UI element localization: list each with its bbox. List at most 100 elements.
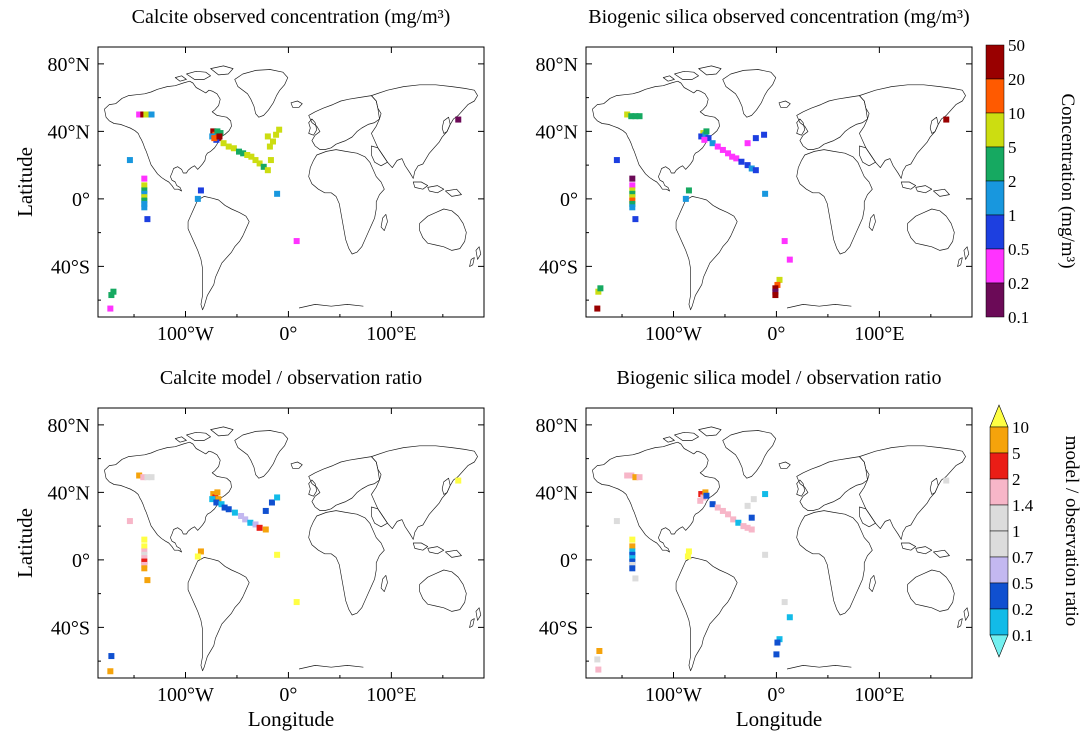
data-point bbox=[276, 126, 283, 133]
data-point bbox=[262, 507, 269, 514]
data-point bbox=[714, 143, 721, 150]
data-point bbox=[773, 651, 780, 658]
data-point bbox=[218, 501, 225, 508]
data-point bbox=[126, 157, 133, 164]
y-tick-label: 40°S bbox=[51, 617, 90, 639]
data-point bbox=[776, 276, 783, 283]
data-point bbox=[730, 516, 737, 523]
data-point bbox=[148, 474, 155, 481]
data-point bbox=[210, 491, 217, 498]
data-point bbox=[697, 497, 704, 504]
data-point bbox=[236, 148, 243, 155]
data-point bbox=[636, 474, 643, 481]
data-point bbox=[729, 153, 736, 160]
data-point bbox=[628, 113, 635, 120]
y-tick-label: 80°N bbox=[536, 54, 578, 76]
data-point bbox=[629, 555, 636, 562]
x-tick-label: 100°W bbox=[645, 323, 702, 345]
data-point bbox=[744, 502, 751, 509]
colorbar-segment bbox=[989, 608, 1009, 636]
data-point bbox=[772, 285, 779, 292]
colorbar-tick-label: 50 bbox=[1008, 36, 1025, 55]
colorbar-segment bbox=[985, 282, 1005, 318]
data-point bbox=[141, 200, 148, 207]
data-point bbox=[774, 281, 781, 288]
data-point bbox=[141, 197, 148, 204]
colorbar-concentration: 50 20 10 5 2 1 0.5 0.2 0.1 Concentration (mg/m³) bbox=[985, 36, 1078, 327]
y-tick-label: 40°S bbox=[51, 256, 90, 278]
data-point bbox=[267, 157, 274, 164]
y-tick-label: 40°N bbox=[536, 482, 578, 504]
data-point bbox=[714, 504, 721, 511]
coastline bbox=[592, 65, 970, 311]
colorbar-title: Concentration (mg/m³) bbox=[1057, 93, 1078, 268]
data-point bbox=[230, 145, 237, 152]
data-point bbox=[212, 494, 219, 501]
data-point bbox=[240, 150, 247, 157]
data-point bbox=[274, 494, 281, 501]
data-point bbox=[194, 195, 201, 202]
colorbar-tick-label: 2 bbox=[1012, 470, 1021, 489]
data-point bbox=[629, 543, 636, 550]
map-frame bbox=[585, 46, 973, 318]
data-point bbox=[752, 167, 759, 174]
data-point bbox=[266, 143, 273, 150]
map-panel-calcite-obs: Calcite observed concentration (mg/m³) 10… bbox=[13, 6, 485, 345]
data-point bbox=[748, 165, 755, 172]
data-point bbox=[685, 548, 692, 555]
data-point bbox=[629, 194, 636, 201]
data-point bbox=[221, 504, 228, 511]
data-point bbox=[214, 489, 221, 496]
data-point bbox=[629, 561, 636, 568]
data-point bbox=[264, 133, 271, 140]
data-point bbox=[143, 111, 150, 118]
data-point bbox=[197, 187, 204, 194]
data-point bbox=[684, 553, 691, 560]
data-point bbox=[248, 153, 255, 160]
data-point bbox=[194, 553, 201, 560]
data-point bbox=[148, 111, 155, 118]
data-point bbox=[273, 131, 280, 138]
x-tick-label: 0° bbox=[767, 684, 785, 706]
colorbar-segment bbox=[985, 112, 1005, 148]
data-point bbox=[762, 491, 769, 498]
data-point bbox=[256, 524, 263, 531]
data-point bbox=[455, 116, 462, 123]
colorbar-tick-label: 1 bbox=[1008, 206, 1017, 225]
data-point bbox=[141, 555, 148, 562]
data-point bbox=[141, 551, 148, 558]
x-tick-label: 100°E bbox=[366, 684, 416, 706]
data-point bbox=[269, 138, 276, 145]
data-point bbox=[293, 238, 300, 245]
y-tick-label: 0° bbox=[560, 189, 578, 211]
data-point bbox=[597, 285, 604, 292]
data-point bbox=[238, 513, 245, 519]
map-panel-silica-obs: Biogenic silica observed concentration (… bbox=[536, 6, 973, 345]
colorbar-tick-label: 0.7 bbox=[1012, 548, 1034, 567]
y-tick-label: 0° bbox=[72, 550, 90, 572]
data-point bbox=[786, 256, 793, 263]
data-point bbox=[594, 656, 601, 663]
colorbar-segment bbox=[989, 426, 1009, 454]
colorbar-segment bbox=[985, 180, 1005, 216]
colorbar-tick-label: 0.1 bbox=[1008, 308, 1029, 327]
data-point bbox=[141, 182, 148, 189]
data-point bbox=[225, 143, 232, 150]
data-point bbox=[141, 548, 148, 555]
data-point bbox=[719, 146, 726, 153]
x-tick-label: 0° bbox=[279, 323, 297, 345]
coastline bbox=[592, 426, 970, 672]
x-tick-label: 0° bbox=[767, 323, 785, 345]
data-point bbox=[748, 514, 755, 521]
data-point bbox=[744, 524, 751, 531]
data-point bbox=[703, 128, 710, 135]
x-tick-label: 100°W bbox=[157, 323, 214, 345]
colorbar-segment bbox=[989, 478, 1009, 506]
data-point bbox=[141, 561, 148, 568]
data-point bbox=[209, 496, 216, 503]
x-axis-label: Longitude bbox=[736, 707, 822, 731]
colorbar-segment bbox=[989, 452, 1009, 480]
data-point bbox=[629, 197, 636, 204]
data-point bbox=[776, 636, 783, 643]
data-point bbox=[632, 216, 639, 223]
